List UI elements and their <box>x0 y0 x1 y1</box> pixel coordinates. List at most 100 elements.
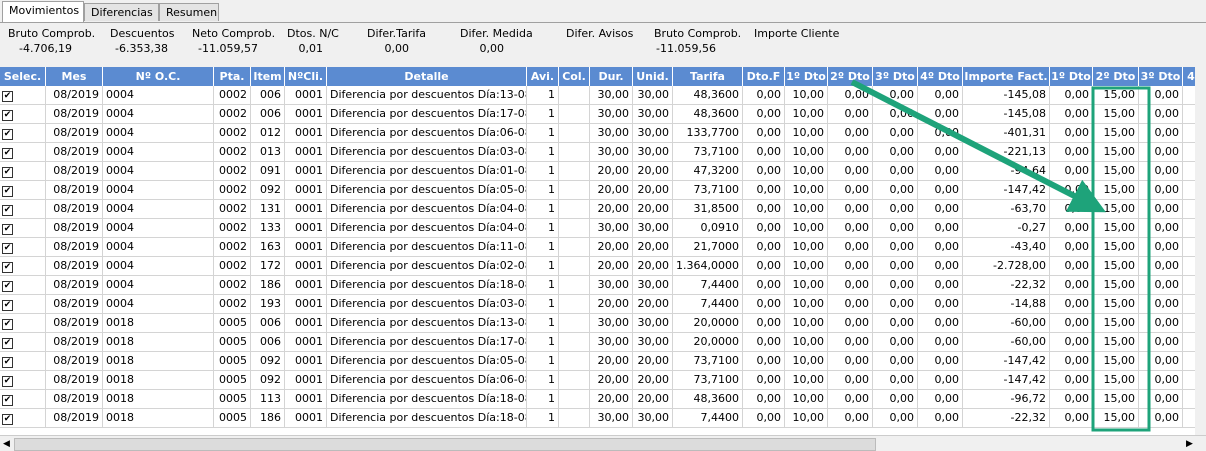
checkbox[interactable]: ✔ <box>0 352 46 371</box>
table-cell: 0001 <box>285 181 327 200</box>
table-cell: 0,00 <box>873 390 918 409</box>
table-cell: 73,7100 <box>673 371 743 390</box>
column-header[interactable]: 2º Dto <box>828 67 873 86</box>
checkbox[interactable]: ✔ <box>0 124 46 143</box>
scroll-left[interactable]: ◀ <box>3 439 10 449</box>
column-header[interactable]: Col. <box>559 67 590 86</box>
tab[interactable]: Diferencias <box>84 3 159 21</box>
table-cell <box>1183 86 1195 105</box>
checkbox[interactable]: ✔ <box>0 276 46 295</box>
checkbox[interactable]: ✔ <box>0 238 46 257</box>
column-header[interactable]: Dto.F <box>743 67 785 86</box>
checkbox[interactable]: ✔ <box>0 390 46 409</box>
table-cell: 08/2019 <box>46 371 103 390</box>
table-cell: 15,00 <box>1093 295 1139 314</box>
table-cell: 0,00 <box>1139 86 1183 105</box>
table-cell: 15,00 <box>1093 238 1139 257</box>
table-cell: 0018 <box>103 314 214 333</box>
table-cell: 0,00 <box>743 390 785 409</box>
table-cell: Diferencia por descuentos Día:17-08 <box>327 105 527 124</box>
column-header[interactable]: Selec. <box>0 67 46 86</box>
column-header[interactable]: Mes <box>46 67 103 86</box>
table-cell: 1 <box>527 352 559 371</box>
table-cell: 0,00 <box>918 295 963 314</box>
table-cell: 193 <box>251 295 285 314</box>
table-cell: 0004 <box>103 200 214 219</box>
table-cell: 20,00 <box>590 181 633 200</box>
column-header[interactable]: Dur. <box>590 67 633 86</box>
table-cell: -22,32 <box>963 409 1050 428</box>
table-cell: 013 <box>251 143 285 162</box>
table-cell: 092 <box>251 352 285 371</box>
checkbox[interactable]: ✔ <box>0 86 46 105</box>
table-cell: 20,00 <box>633 200 673 219</box>
table-cell: 0001 <box>285 257 327 276</box>
table-cell: -96,72 <box>963 390 1050 409</box>
table-cell: 0,00 <box>743 295 785 314</box>
checkbox[interactable]: ✔ <box>0 371 46 390</box>
table-cell: 30,00 <box>590 143 633 162</box>
column-header[interactable]: Pta. <box>214 67 251 86</box>
table-cell: 20,0000 <box>673 333 743 352</box>
table-cell: 0002 <box>214 219 251 238</box>
table-cell: 0,00 <box>743 352 785 371</box>
checkbox[interactable]: ✔ <box>0 219 46 238</box>
column-header[interactable]: Importe Fact. <box>963 67 1050 86</box>
table-cell: 73,7100 <box>673 181 743 200</box>
table-cell: 0,00 <box>743 181 785 200</box>
column-header[interactable]: Item <box>251 67 285 86</box>
column-header[interactable]: Nº O.C. <box>103 67 214 86</box>
table-cell: 0004 <box>103 276 214 295</box>
table-cell: Diferencia por descuentos Día:13-08 <box>327 86 527 105</box>
table-cell: 7,4400 <box>673 276 743 295</box>
column-header[interactable]: 1º Dto <box>1050 67 1093 86</box>
column-header[interactable]: Avi. <box>527 67 559 86</box>
table-cell: 0,00 <box>828 333 873 352</box>
tab[interactable]: Movimientos <box>2 1 84 22</box>
vertical-scrollbar[interactable] <box>1195 67 1206 435</box>
checkbox[interactable]: ✔ <box>0 409 46 428</box>
column-header[interactable]: 1º Dto <box>785 67 828 86</box>
checkbox[interactable]: ✔ <box>0 257 46 276</box>
table-cell: 0,00 <box>743 276 785 295</box>
table-cell: 0,00 <box>743 143 785 162</box>
scroll-right[interactable]: ▶ <box>1186 439 1193 449</box>
tab[interactable]: Resumen <box>159 3 219 21</box>
checkbox[interactable]: ✔ <box>0 181 46 200</box>
column-header[interactable]: 4º <box>1183 67 1195 86</box>
table-cell: 20,00 <box>633 238 673 257</box>
column-header[interactable]: 3º Dto <box>873 67 918 86</box>
table-cell: 10,00 <box>785 295 828 314</box>
column-header[interactable]: Tarifa <box>673 67 743 86</box>
table-cell: -0,27 <box>963 219 1050 238</box>
table-cell: 0005 <box>214 333 251 352</box>
table-cell: Diferencia por descuentos Día:03-08 <box>327 295 527 314</box>
checkbox[interactable]: ✔ <box>0 143 46 162</box>
table-cell: 30,00 <box>633 143 673 162</box>
table-cell: 0,00 <box>743 238 785 257</box>
checkbox[interactable]: ✔ <box>0 314 46 333</box>
column-header[interactable]: NºCli. <box>285 67 327 86</box>
table-cell: 0001 <box>285 352 327 371</box>
table-cell: 0001 <box>285 219 327 238</box>
table-cell: Diferencia por descuentos Día:02-08 <box>327 257 527 276</box>
column-header[interactable]: 4º Dto <box>918 67 963 86</box>
checkbox[interactable]: ✔ <box>0 105 46 124</box>
checkbox[interactable]: ✔ <box>0 295 46 314</box>
table-cell: 0,00 <box>743 105 785 124</box>
table-cell: 1 <box>527 276 559 295</box>
table-cell: 30,00 <box>633 86 673 105</box>
column-header[interactable]: Unid. <box>633 67 673 86</box>
summary-panel: Bruto Comprob. -4.706,19 Descuentos -6.353,… <box>0 23 1206 67</box>
table-cell: 0,00 <box>918 143 963 162</box>
table-cell: Diferencia por descuentos Día:18-08 <box>327 390 527 409</box>
column-header[interactable]: 3º Dto <box>1139 67 1183 86</box>
table-cell: 0005 <box>214 390 251 409</box>
column-header[interactable]: Detalle <box>327 67 527 86</box>
table-cell: 48,3600 <box>673 86 743 105</box>
checkbox[interactable]: ✔ <box>0 200 46 219</box>
column-header[interactable]: 2º Dto <box>1093 67 1139 86</box>
checkbox[interactable]: ✔ <box>0 162 46 181</box>
checkbox[interactable]: ✔ <box>0 333 46 352</box>
table-cell: 31,8500 <box>673 200 743 219</box>
